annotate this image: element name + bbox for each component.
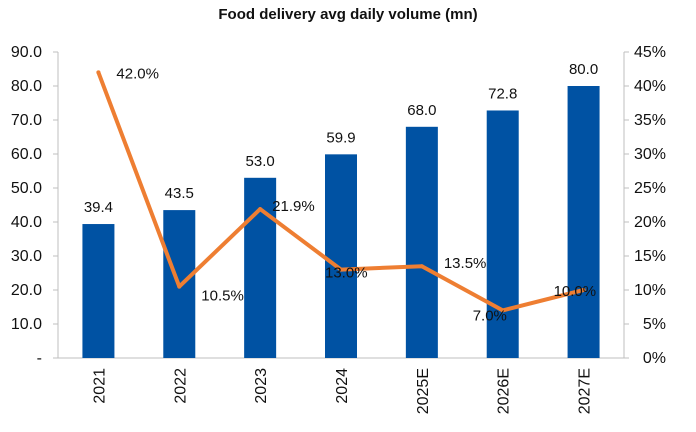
bar [405, 126, 438, 358]
line-value-label: 7.0% [473, 307, 507, 324]
category-label: 2027E [577, 368, 594, 414]
category-labels-layer: 2021 2022 2023 2024 2025E 2026E 2027E [91, 368, 593, 414]
line-value-label: 13.0% [325, 265, 368, 282]
bar-value-label: 80.0 [569, 61, 598, 78]
right-tick-label: 40% [634, 78, 666, 95]
left-tick-label: 80.0 [11, 78, 42, 95]
bar [567, 86, 600, 358]
category-label: 2024 [334, 368, 351, 404]
right-ticks-layer: 0% 5% 10% 15% 20% 25% 30% 35% 40% 45% [624, 44, 666, 367]
growth-point [419, 264, 424, 269]
left-tick-label: 70.0 [11, 112, 42, 129]
right-tick-label: 15% [634, 248, 666, 265]
bar-value-label: 59.9 [326, 129, 355, 146]
bar [82, 224, 115, 358]
bar [325, 154, 357, 358]
right-tick-label: 20% [634, 214, 666, 231]
right-tick-label: 45% [634, 44, 666, 61]
line-value-label: 21.9% [272, 198, 315, 215]
line-value-label: 13.5% [444, 255, 487, 272]
line-layer [96, 70, 586, 313]
left-tick-label: 10.0 [11, 316, 42, 333]
category-label: 2023 [253, 368, 270, 404]
growth-point [177, 284, 182, 289]
left-tick-label: 20.0 [11, 282, 42, 299]
left-tick-label: - [37, 350, 42, 367]
category-label: 2026E [496, 368, 513, 414]
right-tick-label: 30% [634, 146, 666, 163]
bar-labels-layer: 39.4 43.5 53.0 59.9 68.0 72.8 80.0 [84, 61, 598, 216]
bar-value-label: 43.5 [165, 185, 194, 202]
line-value-label: 10.0% [554, 283, 597, 300]
left-ticks-layer: - 10.0 20.0 30.0 40.0 50.0 60.0 70.0 80.0 90.0 [11, 44, 58, 367]
growth-point [339, 267, 343, 272]
bar-value-label: 72.8 [488, 85, 517, 102]
chart-title: Food delivery avg daily volume (mn) [218, 6, 478, 23]
line-value-label: 42.0% [116, 65, 159, 82]
left-tick-label: 40.0 [11, 214, 42, 231]
bars-layer [82, 86, 600, 358]
bar-value-label: 68.0 [407, 102, 436, 119]
right-tick-label: 10% [634, 282, 666, 299]
right-tick-label: 25% [634, 180, 666, 197]
left-tick-label: 90.0 [11, 44, 42, 61]
category-label: 2025E [415, 368, 432, 414]
growth-point [581, 288, 586, 292]
category-label: 2022 [172, 368, 189, 404]
growth-point [500, 308, 505, 313]
left-tick-label: 50.0 [11, 180, 42, 197]
category-label: 2021 [91, 368, 108, 404]
line-value-label: 10.5% [201, 288, 244, 305]
bar-value-label: 39.4 [84, 199, 113, 216]
right-tick-label: 0% [643, 350, 666, 367]
line-labels-layer: 42.0% 10.5% 21.9% 13.0% 13.5% 7.0% 10.0% [116, 65, 596, 324]
growth-point [96, 70, 101, 75]
left-tick-label: 60.0 [11, 146, 42, 163]
left-tick-label: 30.0 [11, 248, 42, 265]
right-tick-label: 5% [643, 316, 666, 333]
growth-point [258, 207, 263, 212]
bar-value-label: 53.0 [246, 153, 275, 170]
bar [486, 110, 519, 358]
right-tick-label: 35% [634, 112, 666, 129]
